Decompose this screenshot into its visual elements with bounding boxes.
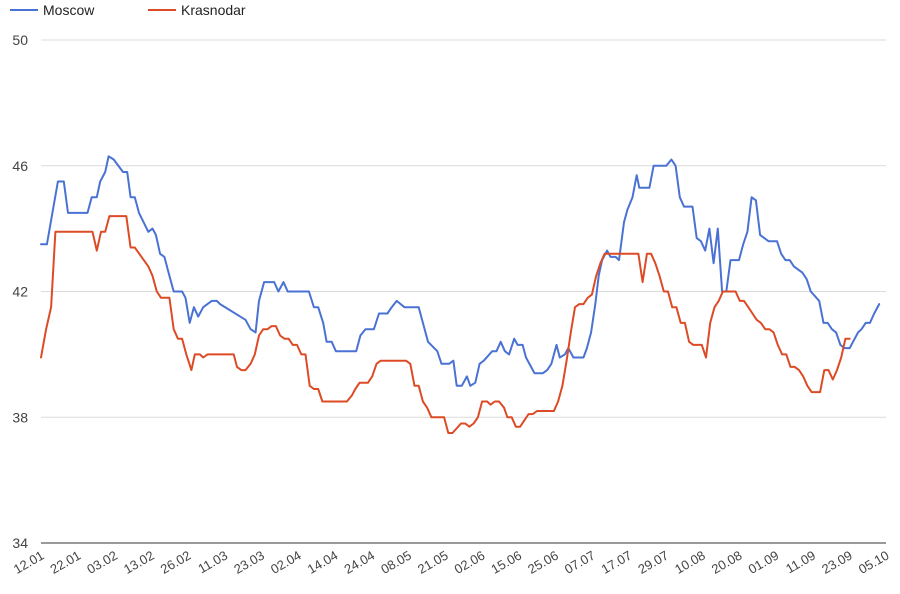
x-tick-label: 23.03 <box>231 548 267 577</box>
x-tick-label: 25.06 <box>525 548 561 577</box>
y-tick-label: 50 <box>12 32 28 48</box>
y-axis-tick-labels: 34 38 42 46 50 <box>12 32 28 551</box>
x-tick-label: 14.04 <box>305 548 341 577</box>
x-tick-label: 10.08 <box>672 548 708 577</box>
x-axis-tick-labels: 12.01 22.01 03.02 13.02 26.02 11.03 23.03 02.04… <box>11 548 892 577</box>
x-tick-label: 11.09 <box>783 548 818 577</box>
x-tick-label: 03.02 <box>84 548 120 577</box>
y-tick-label: 42 <box>12 284 28 300</box>
x-tick-label: 29.07 <box>635 548 671 577</box>
x-tick-label: 07.07 <box>562 548 598 577</box>
x-tick-label: 01.09 <box>746 548 782 577</box>
x-tick-label: 15.06 <box>488 548 524 577</box>
y-tick-label: 34 <box>12 535 28 551</box>
x-tick-label: 05.10 <box>856 548 892 577</box>
x-tick-label: 08.05 <box>378 548 414 577</box>
series-line-moscow[interactable] <box>40 155 881 387</box>
x-tick-label: 12.01 <box>11 548 47 577</box>
legend-label-krasnodar: Krasnodar <box>181 2 246 18</box>
x-tick-label: 02.06 <box>452 548 488 577</box>
legend: Moscow Krasnodar <box>10 2 246 18</box>
y-tick-label: 46 <box>12 158 28 174</box>
x-tick-label: 21.05 <box>415 548 451 577</box>
x-tick-label: 11.03 <box>195 548 230 577</box>
x-tick-label: 22.01 <box>48 548 84 577</box>
legend-label-moscow: Moscow <box>43 2 95 18</box>
y-tick-label: 38 <box>12 409 28 425</box>
x-tick-label: 26.02 <box>158 548 194 577</box>
series-line-krasnodar[interactable] <box>40 215 851 434</box>
legend-item-moscow[interactable]: Moscow <box>10 2 95 18</box>
legend-item-krasnodar[interactable]: Krasnodar <box>148 2 246 18</box>
grid <box>41 39 886 544</box>
x-tick-label: 17.07 <box>599 548 635 577</box>
x-tick-label: 24.04 <box>341 548 377 577</box>
x-tick-label: 20.08 <box>709 548 745 577</box>
x-tick-label: 23.09 <box>819 548 855 577</box>
series-lines <box>40 155 881 434</box>
x-tick-label: 02.04 <box>268 548 304 577</box>
x-tick-label: 13.02 <box>121 548 157 577</box>
